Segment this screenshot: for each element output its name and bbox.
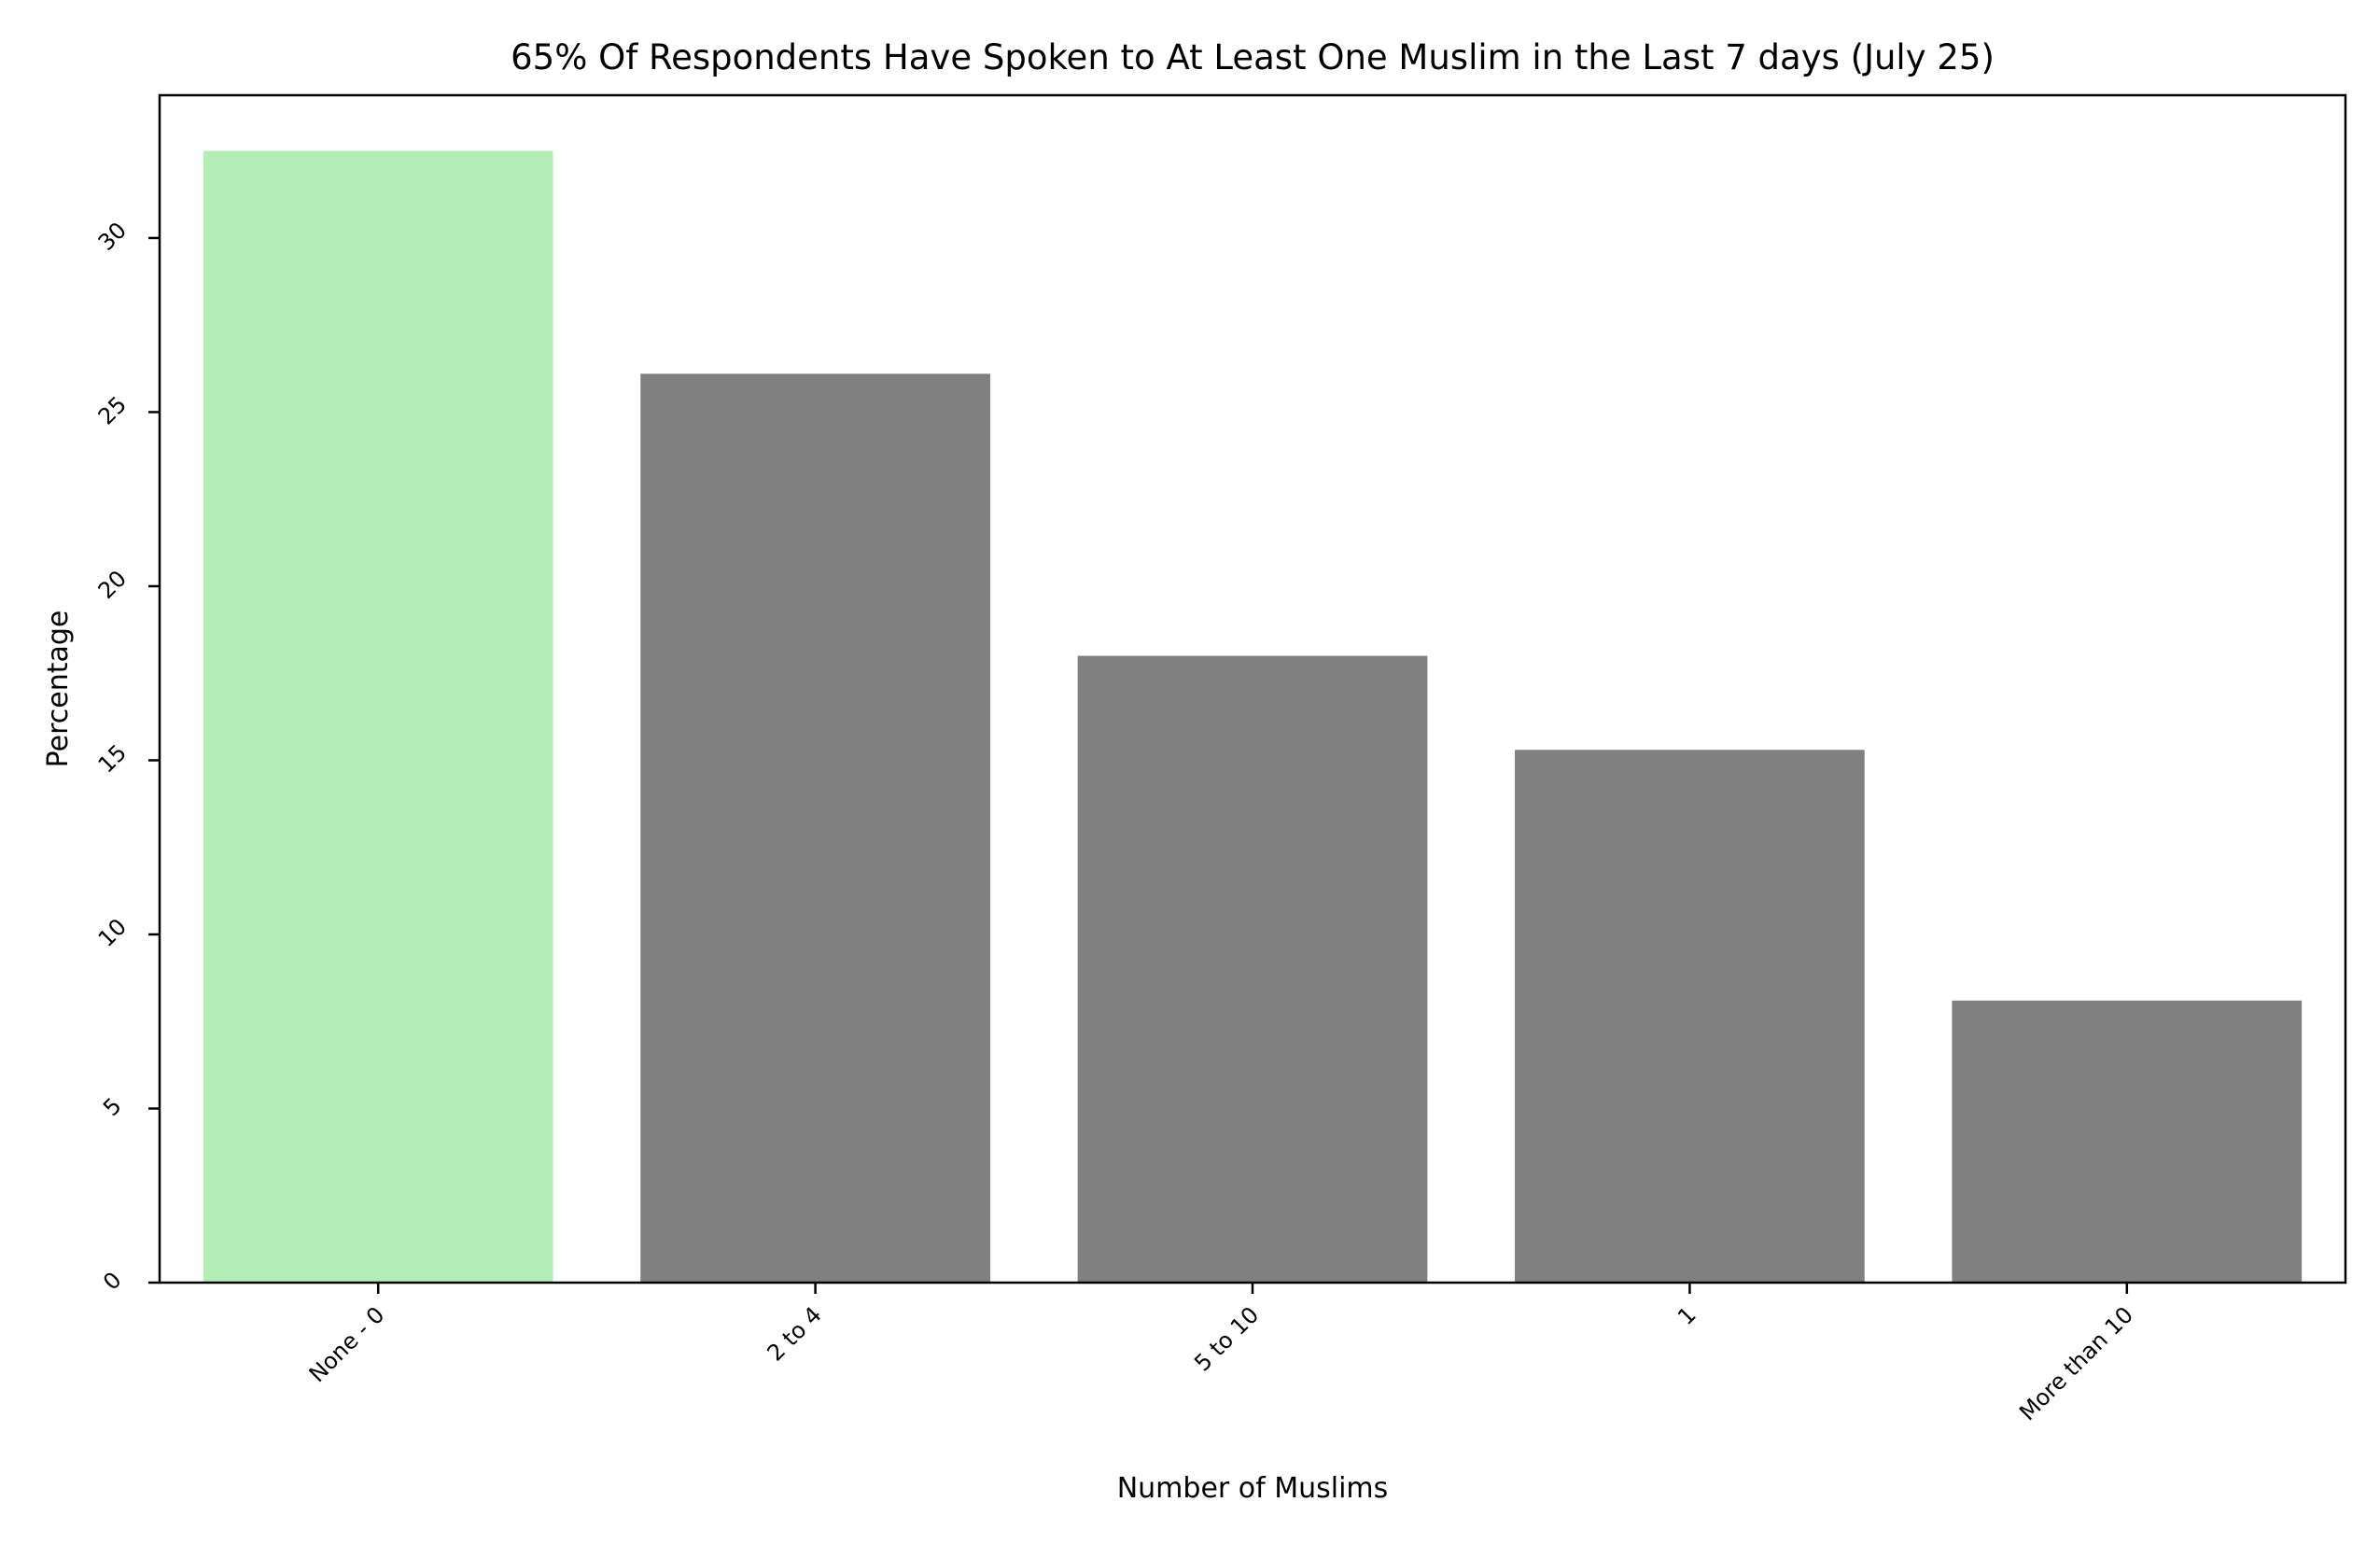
- x-axis-label: Number of Muslims: [1117, 1472, 1389, 1505]
- bar: [203, 150, 553, 1283]
- bar: [1515, 750, 1865, 1283]
- bars-group: [203, 150, 2303, 1284]
- bar: [1077, 655, 1428, 1283]
- plot-frame: [158, 93, 2347, 1284]
- bar: [1952, 1000, 2303, 1283]
- chart-title: 65% Of Respondents Have Spoken to At Lea…: [511, 37, 1995, 77]
- bar: [640, 373, 990, 1284]
- y-axis-label: Percentage: [42, 611, 75, 768]
